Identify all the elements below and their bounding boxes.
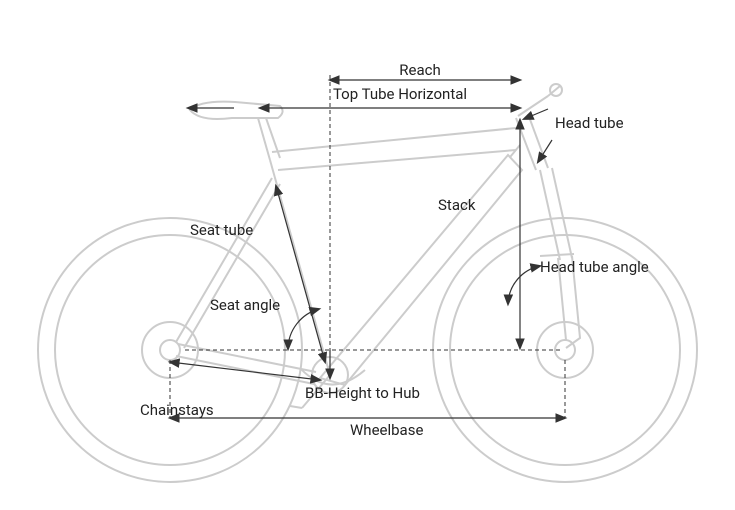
- label-stack: Stack: [438, 196, 476, 214]
- bike-geometry-diagram: Reach Top Tube Horizontal Head tube Stac…: [0, 0, 735, 510]
- label-reach: Reach: [399, 61, 440, 79]
- label-wheelbase: Wheelbase: [350, 421, 423, 439]
- headtube-angle-arc: [508, 266, 540, 304]
- label-seat-angle: Seat angle: [210, 296, 280, 314]
- chainstays-line: [170, 362, 320, 380]
- label-headtube-angle: Head tube angle: [540, 258, 649, 276]
- seat-angle-arc: [288, 309, 319, 349]
- label-seattube: Seat tube: [190, 221, 253, 239]
- label-headtube: Head tube: [555, 114, 624, 132]
- label-chainstays: Chainstays: [140, 401, 214, 419]
- label-bbheight: BB-Height to Hub: [305, 384, 420, 402]
- label-toptube: Top Tube Horizontal: [333, 85, 467, 103]
